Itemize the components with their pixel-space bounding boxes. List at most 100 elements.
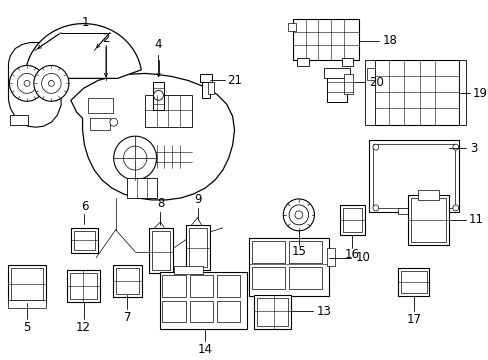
Circle shape bbox=[372, 144, 378, 150]
Bar bbox=[366, 68, 374, 80]
Circle shape bbox=[24, 80, 30, 86]
Bar bbox=[144, 95, 191, 127]
Bar bbox=[185, 225, 210, 270]
Text: 10: 10 bbox=[355, 251, 369, 264]
Bar bbox=[189, 301, 213, 323]
Bar bbox=[343, 75, 353, 94]
Bar bbox=[159, 272, 247, 329]
Bar bbox=[127, 178, 156, 198]
Text: 13: 13 bbox=[316, 305, 330, 318]
Bar bbox=[88, 98, 113, 113]
Bar bbox=[90, 118, 110, 130]
Bar bbox=[113, 265, 142, 297]
Circle shape bbox=[48, 80, 54, 86]
Bar bbox=[417, 190, 438, 200]
Bar bbox=[217, 301, 240, 323]
Bar bbox=[365, 60, 374, 125]
Bar bbox=[252, 267, 285, 289]
Text: 5: 5 bbox=[23, 321, 31, 334]
Text: 15: 15 bbox=[291, 245, 305, 258]
Bar bbox=[458, 60, 466, 125]
Bar bbox=[174, 266, 203, 274]
Text: 9: 9 bbox=[193, 193, 201, 206]
Text: 1: 1 bbox=[81, 16, 89, 29]
Bar bbox=[292, 19, 359, 60]
Bar bbox=[400, 271, 426, 293]
Bar bbox=[188, 228, 207, 267]
Bar bbox=[151, 231, 170, 270]
Text: 7: 7 bbox=[123, 311, 131, 324]
Bar bbox=[217, 275, 240, 297]
Polygon shape bbox=[26, 24, 141, 78]
Circle shape bbox=[110, 118, 118, 126]
Text: 17: 17 bbox=[406, 313, 421, 326]
Text: 12: 12 bbox=[76, 321, 91, 334]
Bar bbox=[287, 23, 295, 31]
Bar bbox=[254, 294, 290, 329]
Bar bbox=[8, 265, 45, 302]
Text: 14: 14 bbox=[198, 343, 212, 356]
Bar bbox=[189, 275, 213, 297]
Text: 3: 3 bbox=[469, 141, 477, 155]
Circle shape bbox=[114, 136, 156, 180]
Circle shape bbox=[9, 66, 44, 101]
Circle shape bbox=[294, 211, 302, 219]
Bar bbox=[116, 268, 139, 293]
Bar bbox=[208, 82, 214, 94]
Bar bbox=[372, 144, 454, 208]
Bar bbox=[288, 241, 322, 263]
Bar bbox=[202, 78, 210, 98]
Text: 19: 19 bbox=[471, 87, 487, 100]
Bar bbox=[11, 268, 42, 300]
Bar bbox=[326, 72, 346, 102]
Bar bbox=[71, 228, 98, 253]
Bar bbox=[324, 68, 349, 78]
Circle shape bbox=[153, 90, 163, 100]
Bar bbox=[372, 60, 458, 125]
Bar bbox=[326, 248, 334, 266]
Bar bbox=[162, 301, 185, 323]
Bar bbox=[407, 195, 448, 245]
Text: 20: 20 bbox=[368, 76, 383, 89]
Circle shape bbox=[452, 144, 458, 150]
Circle shape bbox=[123, 146, 146, 170]
Bar bbox=[8, 300, 45, 307]
Bar bbox=[249, 238, 328, 296]
Bar bbox=[74, 231, 95, 250]
Circle shape bbox=[17, 73, 37, 93]
Bar bbox=[339, 205, 365, 235]
Bar bbox=[252, 241, 285, 263]
Text: 21: 21 bbox=[226, 74, 241, 87]
Bar bbox=[200, 75, 212, 82]
Circle shape bbox=[41, 73, 61, 93]
Bar bbox=[397, 268, 428, 296]
Bar bbox=[288, 267, 322, 289]
Bar bbox=[162, 275, 185, 297]
Bar bbox=[397, 208, 425, 214]
Bar bbox=[256, 298, 287, 327]
Bar bbox=[296, 58, 308, 67]
Bar bbox=[368, 140, 458, 212]
Polygon shape bbox=[8, 42, 61, 127]
Bar bbox=[410, 198, 445, 242]
Bar bbox=[152, 82, 164, 110]
Bar bbox=[148, 228, 173, 273]
Text: 2: 2 bbox=[102, 32, 109, 45]
Bar bbox=[341, 58, 353, 67]
Circle shape bbox=[283, 199, 314, 231]
Circle shape bbox=[372, 205, 378, 211]
Text: 6: 6 bbox=[81, 201, 88, 213]
Text: 4: 4 bbox=[155, 38, 162, 51]
Text: 16: 16 bbox=[344, 248, 359, 261]
Bar bbox=[10, 115, 28, 125]
Circle shape bbox=[452, 205, 458, 211]
Text: 8: 8 bbox=[157, 197, 164, 210]
Polygon shape bbox=[71, 73, 234, 200]
Bar bbox=[70, 273, 97, 298]
Text: 18: 18 bbox=[382, 34, 397, 47]
Bar bbox=[342, 208, 362, 232]
Text: 11: 11 bbox=[468, 213, 483, 226]
Circle shape bbox=[34, 66, 69, 101]
Circle shape bbox=[288, 205, 308, 225]
Bar bbox=[67, 270, 100, 302]
